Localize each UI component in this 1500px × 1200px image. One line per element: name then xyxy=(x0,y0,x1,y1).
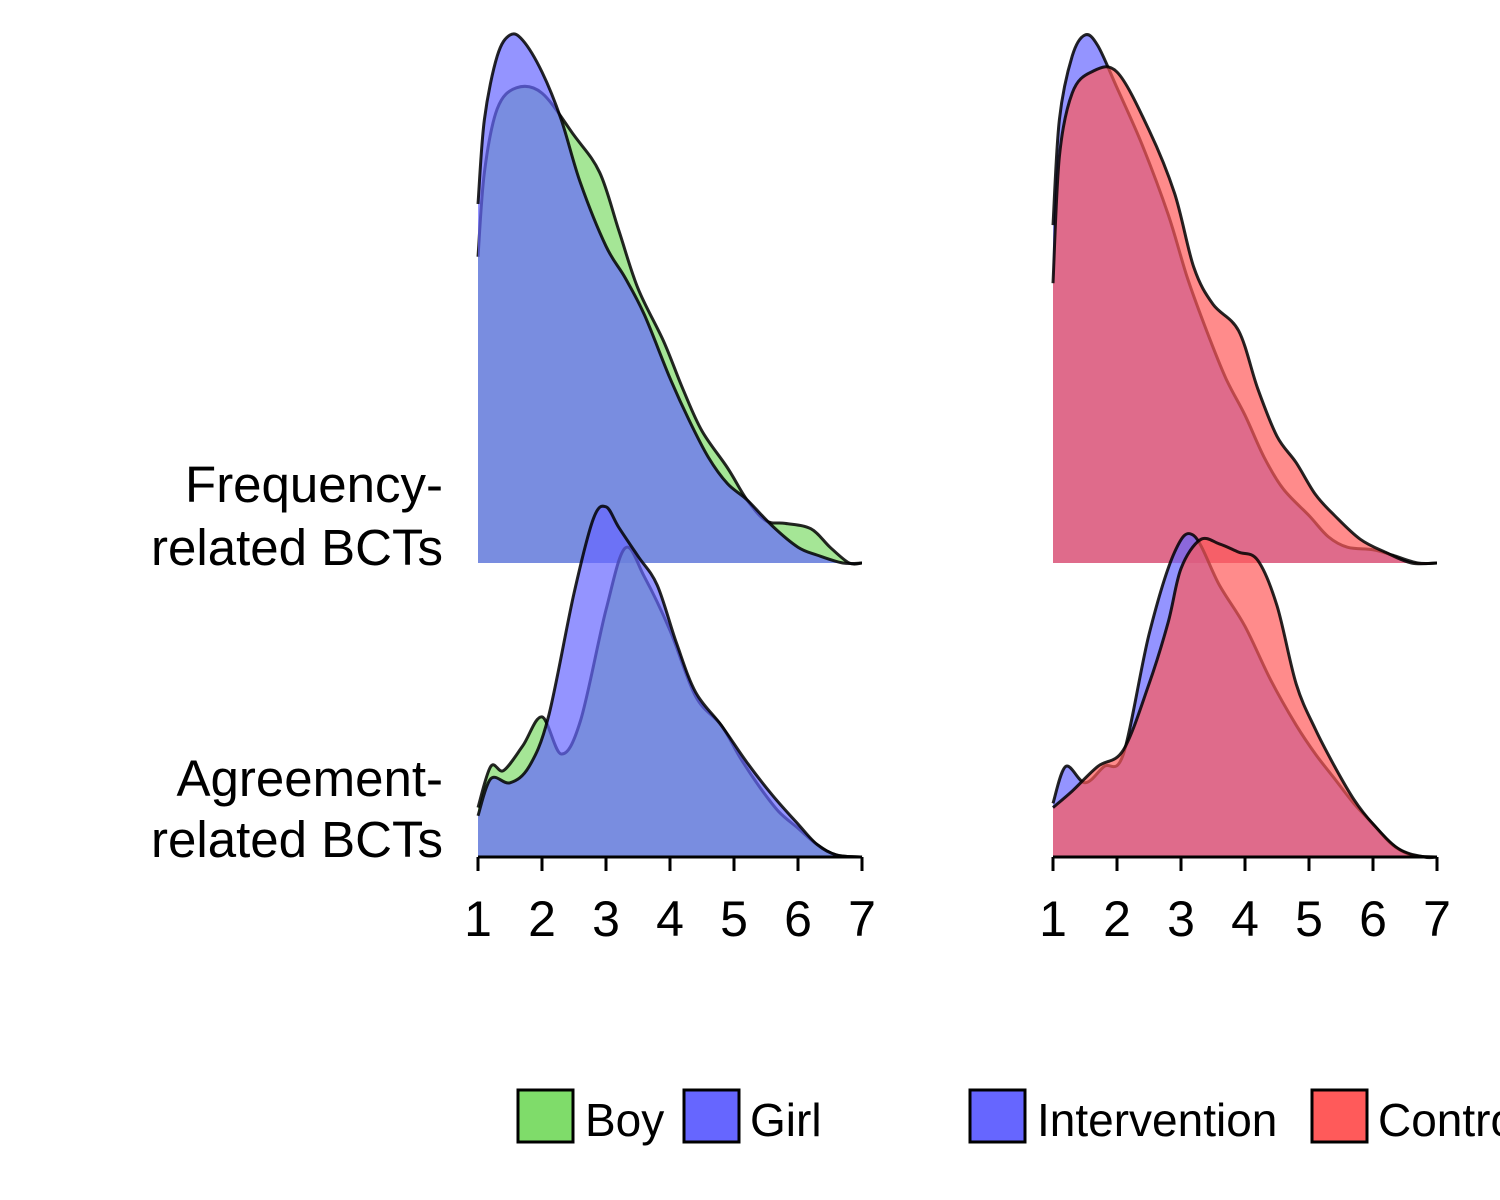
x-tick-label: 4 xyxy=(656,891,684,947)
x-tick-label: 3 xyxy=(592,891,620,947)
x-tick-label: 2 xyxy=(1103,891,1131,947)
legend-swatch-boy xyxy=(516,1088,575,1144)
category-label-frequency-line1: Frequency- xyxy=(185,456,443,513)
x-tick-label: 1 xyxy=(1039,891,1067,947)
legend-swatch-girl xyxy=(682,1088,741,1144)
category-label-agreement-line2: related BCTs xyxy=(151,811,443,868)
density-area-right-row2-control xyxy=(1053,538,1437,858)
legend-group: Intervention Control xyxy=(968,1088,1500,1146)
density-line-left-row2-girl xyxy=(476,504,863,859)
x-tick-label: 7 xyxy=(848,891,876,947)
legend-label-intervention: Intervention xyxy=(1037,1094,1277,1146)
x-tick-label: 6 xyxy=(1359,891,1387,947)
x-tick-label: 5 xyxy=(720,891,748,947)
x-tick-label: 6 xyxy=(784,891,812,947)
density-area-right-row1-control xyxy=(1053,66,1437,564)
x-tick-label: 7 xyxy=(1423,891,1451,947)
x-tick-label: 2 xyxy=(528,891,556,947)
x-tick-label: 5 xyxy=(1295,891,1323,947)
category-label-frequency-line2: related BCTs xyxy=(151,519,443,576)
legend-label-boy: Boy xyxy=(585,1094,664,1146)
x-tick-label: 4 xyxy=(1231,891,1259,947)
x-tick-label: 1 xyxy=(464,891,492,947)
density-area-left-row1-girl xyxy=(478,33,862,564)
legend-swatch-control xyxy=(1310,1088,1369,1144)
x-tick-label: 3 xyxy=(1167,891,1195,947)
category-labels: Frequency- related BCTs Agreement- relat… xyxy=(151,456,443,868)
density-line-left-row1-girl xyxy=(476,32,863,566)
density-line-right-row2-control xyxy=(1052,536,1438,860)
legend-label-control: Control xyxy=(1378,1094,1500,1146)
legend-swatch-intervention xyxy=(968,1088,1027,1144)
category-label-agreement-line1: Agreement- xyxy=(177,750,443,807)
density-line-right-row1-control xyxy=(1051,65,1438,566)
legend-label-girl: Girl xyxy=(750,1094,822,1146)
legend-sex: Boy Girl xyxy=(516,1088,822,1146)
